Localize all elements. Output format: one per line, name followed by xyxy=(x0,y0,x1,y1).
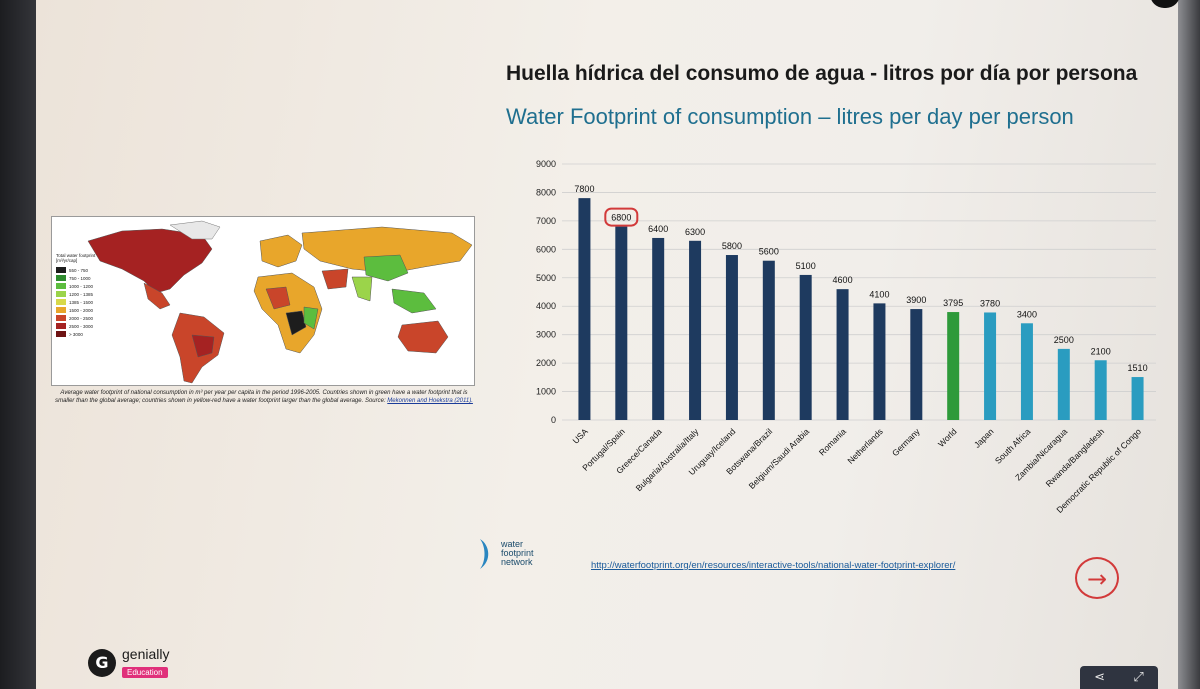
water-footprint-network-logo-text: water footprint network xyxy=(501,540,581,567)
bar xyxy=(873,303,886,420)
y-tick-label: 6000 xyxy=(536,244,556,254)
x-category-label: Bulgaria/Australia/Italy xyxy=(634,426,701,493)
bar-value-label: 5800 xyxy=(722,241,742,251)
map-legend-swatch xyxy=(56,331,66,337)
fullscreen-icon[interactable]: ⤢ xyxy=(1133,670,1144,685)
bar xyxy=(689,240,702,420)
x-category-label: Germany xyxy=(890,426,922,458)
map-legend-label: > 3000 xyxy=(69,332,83,337)
map-legend-swatch xyxy=(56,283,66,289)
monitor-bezel-left xyxy=(0,0,36,689)
logo-line: water xyxy=(501,539,524,549)
map-legend-label: 2500 - 3000 xyxy=(69,324,94,329)
title-spanish: Huella hídrica del consumo de agua - lit… xyxy=(506,62,1138,85)
genially-name: genially xyxy=(122,646,170,662)
svg-text:Total water footprint: Total water footprint xyxy=(56,253,96,258)
bar-value-label: 5100 xyxy=(796,261,816,271)
bar xyxy=(984,312,997,420)
bar xyxy=(615,226,628,420)
x-category-label: Romania xyxy=(817,426,848,457)
bar xyxy=(836,289,849,420)
bar xyxy=(762,260,775,420)
bar xyxy=(1131,377,1144,420)
bar xyxy=(725,255,738,420)
bar xyxy=(947,312,960,420)
bar-value-label: 4100 xyxy=(869,289,889,299)
world-map-image: Total water footprint [m³/yr/cap] 550 - … xyxy=(52,217,474,385)
y-tick-label: 2000 xyxy=(536,358,556,368)
bar-value-label: 6300 xyxy=(685,227,705,237)
monitor-bezel-right xyxy=(1178,0,1200,689)
title-english: Water Footprint of consumption – litres … xyxy=(506,104,1074,129)
map-legend-label: 1500 - 2000 xyxy=(69,308,94,313)
y-tick-label: 0 xyxy=(551,415,556,425)
logo-line: footprint xyxy=(501,548,534,558)
map-caption-text: Average water footprint of national cons… xyxy=(55,390,468,404)
bar-value-label: 2500 xyxy=(1054,335,1074,345)
x-category-label: South Africa xyxy=(993,426,1033,466)
map-legend: Total water footprint [m³/yr/cap] 550 - … xyxy=(56,253,96,337)
bar-value-label: 3795 xyxy=(943,298,963,308)
map-legend-swatch xyxy=(56,299,66,305)
x-category-label: USA xyxy=(570,426,590,446)
map-caption: Average water footprint of national cons… xyxy=(54,389,474,405)
bar xyxy=(910,309,923,420)
map-legend-label: 1200 - 1385 xyxy=(69,292,94,297)
map-legend-label: 550 - 750 xyxy=(69,268,89,273)
highlight-marker xyxy=(604,207,639,227)
next-slide-button[interactable]: → xyxy=(1075,557,1119,599)
water-footprint-bar-chart: 0 1000 2000 3000 4000 5000 6000 7000 8000 9000 78… xyxy=(536,159,1156,515)
bar-value-label: 3780 xyxy=(980,298,1000,308)
slide: Huella hídrica del consumo de agua - lit… xyxy=(36,0,1178,689)
map-legend-swatch xyxy=(56,307,66,313)
bar xyxy=(578,198,591,420)
y-tick-label: 5000 xyxy=(536,273,556,283)
bar xyxy=(1057,348,1070,420)
bar-value-label: 5600 xyxy=(759,247,779,257)
y-tick-label: 9000 xyxy=(536,159,556,169)
x-category-label: World xyxy=(936,426,959,449)
map-legend-swatch xyxy=(56,323,66,329)
map-legend-label: 1385 - 1500 xyxy=(69,300,94,305)
map-legend-swatch xyxy=(56,267,66,273)
share-icon[interactable]: ⋖ xyxy=(1094,670,1106,685)
camera-notch xyxy=(1150,0,1180,8)
genially-education-badge: Education xyxy=(122,667,168,678)
svg-text:[m³/yr/cap]: [m³/yr/cap] xyxy=(56,258,77,263)
bar xyxy=(652,237,665,420)
arrow-right-icon: → xyxy=(1086,565,1108,593)
bar-value-label: 6800 xyxy=(611,213,631,223)
map-source-link[interactable]: Mekonnen and Hoekstra (2011). xyxy=(387,398,473,404)
bar-value-label: 3400 xyxy=(1017,309,1037,319)
bar xyxy=(799,274,812,420)
bar-value-label: 1510 xyxy=(1128,363,1148,373)
y-tick-label: 8000 xyxy=(536,187,556,197)
bar-value-label: 2100 xyxy=(1091,346,1111,356)
genially-branding: G genially Education xyxy=(88,646,169,680)
map-legend-swatch xyxy=(56,275,66,281)
bar xyxy=(1020,323,1033,420)
water-footprint-network-logo-icon xyxy=(480,539,489,569)
y-tick-label: 1000 xyxy=(536,387,556,397)
bar-value-label: 4600 xyxy=(833,275,853,285)
x-category-label: Japan xyxy=(972,426,996,450)
presentation-toolbar: ⋖ ⤢ xyxy=(1080,666,1158,689)
bar-value-label: 6400 xyxy=(648,224,668,234)
y-tick-label: 3000 xyxy=(536,330,556,340)
bar-value-label: 3900 xyxy=(906,295,926,305)
map-legend-label: 2000 - 2500 xyxy=(69,316,94,321)
map-legend-swatch xyxy=(56,315,66,321)
water-footprint-explorer-link[interactable]: http://waterfootprint.org/en/resources/i… xyxy=(591,560,956,571)
y-tick-label: 7000 xyxy=(536,216,556,226)
x-category-label: Netherlands xyxy=(845,426,884,465)
genially-logo-icon: G xyxy=(88,649,116,677)
map-legend-swatch xyxy=(56,291,66,297)
bar-value-label: 7800 xyxy=(574,184,594,194)
map-legend-label: 750 - 1000 xyxy=(69,276,91,281)
map-legend-label: 1000 - 1200 xyxy=(69,284,94,289)
logo-line: network xyxy=(501,557,533,567)
y-tick-label: 4000 xyxy=(536,301,556,311)
bar xyxy=(1094,360,1107,420)
world-map-panel: Total water footprint [m³/yr/cap] 550 - … xyxy=(51,216,475,386)
